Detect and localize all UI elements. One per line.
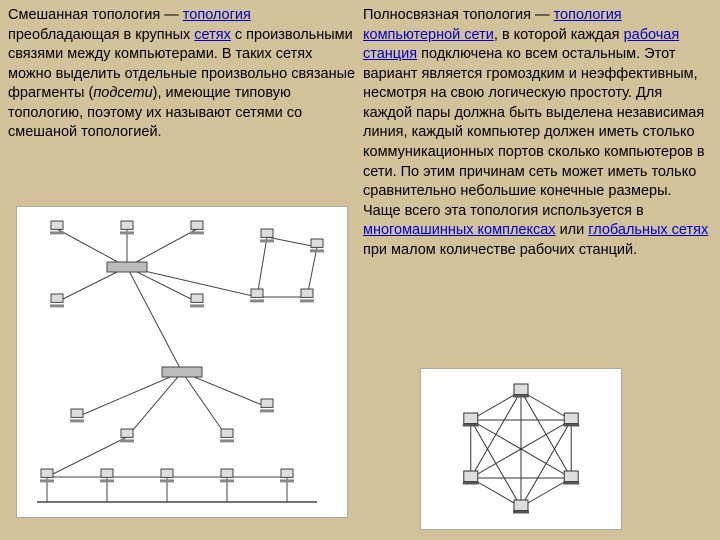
link-multimachine[interactable]: многомашинных комплексах <box>363 222 556 238</box>
left-t1: преобладающая в крупных <box>8 27 194 43</box>
right-t1: , в которой каждая <box>494 27 624 43</box>
full-mesh-svg <box>421 369 621 529</box>
right-t4: при малом количестве рабочих станций. <box>363 242 637 258</box>
right-t2: подключена ко всем остальным. Этот вариа… <box>363 46 705 219</box>
link-topology-left[interactable]: топология <box>183 7 251 23</box>
right-t3: или <box>556 222 589 238</box>
link-networks[interactable]: сетях <box>194 27 231 43</box>
right-title: Полносвязная топология — <box>363 7 554 23</box>
left-title: Смешанная топология — <box>8 7 183 23</box>
mixed-topology-svg <box>17 207 347 517</box>
right-column: Полносвязная топология — топология компь… <box>361 6 712 260</box>
link-wan[interactable]: глобальных сетях <box>588 222 708 238</box>
full-mesh-diagram <box>420 368 622 530</box>
subnet-italic: подсети <box>93 85 152 101</box>
mixed-topology-diagram <box>16 206 348 518</box>
